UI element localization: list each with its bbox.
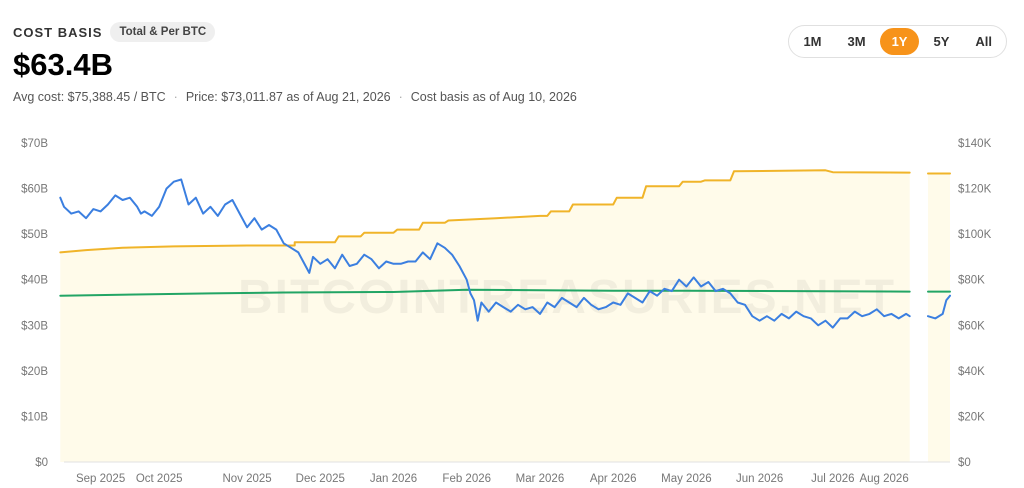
avg-cost-text: Avg cost: $75,388.45 / BTC — [13, 90, 166, 105]
data-gap-band — [909, 143, 929, 462]
x-tick-label: Feb 2026 — [442, 473, 491, 485]
metric-badge: Total & Per BTC — [110, 22, 216, 42]
summary-line: Avg cost: $75,388.45 / BTC · Price: $73,01… — [13, 90, 577, 104]
x-tick-label: May 2026 — [661, 473, 712, 485]
y-left-tick-label: $10B — [21, 411, 48, 423]
y-right-tick-label: $140K — [958, 138, 992, 150]
range-5y-button[interactable]: 5Y — [933, 34, 950, 49]
range-1m-button[interactable]: 1M — [803, 34, 822, 49]
y-left-tick-label: $50B — [21, 229, 48, 241]
separator-dot: · — [173, 90, 178, 105]
y-right-tick-label: $100K — [958, 229, 992, 241]
y-left-tick-label: $20B — [21, 366, 48, 378]
x-tick-label: Jul 2026 — [811, 473, 854, 485]
y-left-tick-label: $60B — [21, 184, 48, 196]
x-tick-label: Jun 2026 — [736, 473, 783, 485]
price-text: Price: $73,011.87 as of Aug 21, 2026 — [185, 90, 391, 105]
chart-header: COST BASIS Total & Per BTC $63.4B Avg co… — [13, 22, 577, 104]
watermark-text: BITCOINTREASURIES.NET — [238, 271, 896, 324]
avg-cost-line — [59, 288, 951, 297]
range-3m-button[interactable]: 3M — [847, 34, 866, 49]
y-left-tick-label: $30B — [21, 320, 48, 332]
x-tick-label: Nov 2025 — [222, 473, 271, 485]
x-tick-label: Aug 2026 — [859, 473, 908, 485]
x-tick-label: Apr 2026 — [590, 473, 637, 485]
x-tick-label: Sep 2025 — [76, 473, 125, 485]
title-row: COST BASIS Total & Per BTC — [13, 22, 577, 42]
y-right-tick-label: $40K — [958, 366, 985, 378]
btc-price-line — [59, 178, 951, 329]
y-right-tick-label: $80K — [958, 275, 985, 287]
y-right-tick-label: $20K — [958, 411, 985, 423]
x-tick-label: Mar 2026 — [516, 473, 565, 485]
y-left-tick-label: $0 — [35, 457, 48, 469]
x-tick-label: Jan 2026 — [370, 473, 417, 485]
y-right-tick-label: $60K — [958, 320, 985, 332]
time-range-selector: 1M 3M 1Y 5Y All — [788, 25, 1007, 58]
cost-basis-area — [60, 170, 951, 463]
range-all-button[interactable]: All — [975, 34, 992, 49]
section-label: COST BASIS — [13, 24, 103, 40]
y-right-tick-label: $120K — [958, 184, 992, 196]
cost-basis-value: $63.4B — [13, 47, 113, 82]
separator-dot: · — [398, 90, 403, 105]
x-tick-label: Dec 2025 — [296, 473, 345, 485]
x-tick-label: Oct 2025 — [136, 473, 183, 485]
y-left-tick-label: $40B — [21, 275, 48, 287]
cost-basis-line — [59, 169, 951, 254]
y-left-tick-label: $70B — [21, 138, 48, 150]
y-right-tick-label: $0 — [958, 457, 971, 469]
cost-basis-chart: BITCOINTREASURIES.NET $0 $10B $20B $30B $40B $… — [21, 138, 992, 485]
asof-text: Cost basis as of Aug 10, 2026 — [410, 90, 577, 105]
range-1y-button[interactable]: 1Y — [879, 28, 920, 55]
